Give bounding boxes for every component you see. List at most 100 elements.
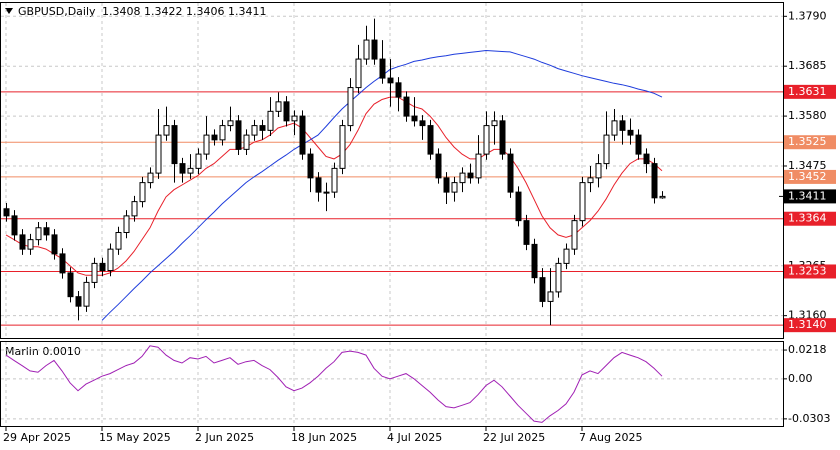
candle-body [451, 182, 458, 193]
candle-body [403, 96, 410, 117]
oscillator-panel [0, 341, 784, 427]
candle-body [387, 77, 394, 84]
candle-body [587, 177, 594, 184]
candle-body [635, 134, 642, 155]
candle-body [355, 58, 362, 89]
candle-body [539, 277, 546, 302]
x-tick-label: 18 Jun 2025 [291, 431, 357, 444]
candle-body [411, 115, 418, 122]
x-tick-label: 2 Jun 2025 [195, 431, 254, 444]
candle-body [155, 134, 162, 174]
candle-body [243, 134, 250, 150]
last-price-box [784, 189, 836, 204]
level-label-box [784, 211, 836, 226]
candle-body [499, 120, 506, 155]
candle-body [203, 134, 210, 155]
candle-body [275, 101, 282, 112]
y-tick-label: 1.3475 [788, 159, 827, 172]
candle-body [291, 115, 298, 122]
candle-body [507, 153, 514, 193]
oscillator-name: Marlin 0.0010 [5, 345, 81, 358]
candle-body [651, 163, 658, 199]
candle-body [195, 153, 202, 169]
candle-body [3, 208, 10, 217]
candle-body [483, 125, 490, 155]
x-tick-label: 7 Aug 2025 [579, 431, 642, 444]
candle-body [35, 227, 42, 241]
candle-body [347, 87, 354, 127]
level-label: 1.3452 [788, 170, 827, 183]
level-label-box [784, 318, 836, 333]
candle-body [427, 125, 434, 155]
y-tick-label: 1.3580 [788, 109, 827, 122]
candle-body [19, 234, 26, 250]
candle-body [579, 182, 586, 222]
candle-body [115, 232, 122, 250]
candle-body [179, 163, 186, 174]
candle-body [227, 120, 234, 127]
candle-body [563, 248, 570, 264]
candle-body [307, 153, 314, 179]
candle-body [75, 296, 82, 307]
candle-body [147, 172, 154, 184]
candle-body [211, 134, 218, 141]
candle-body [467, 172, 474, 179]
candle-body [627, 129, 634, 136]
candle-body [531, 243, 538, 279]
candle-body [331, 167, 338, 193]
candle-body [219, 125, 226, 141]
level-label-box [784, 264, 836, 279]
candle-body [83, 281, 90, 307]
candle-body [51, 234, 58, 255]
candle-body [603, 134, 610, 165]
symbol-title: GBPUSD,Daily [18, 5, 96, 18]
candle-body [43, 227, 50, 236]
main-panel [0, 2, 784, 339]
last-close: 1.3411 [228, 5, 267, 18]
candle-body [659, 195, 666, 199]
y-tick-label: 0.00 [788, 372, 813, 385]
candle-body [27, 239, 34, 250]
x-tick-label: 22 Jul 2025 [483, 431, 545, 444]
candle-body [91, 262, 98, 283]
candle-body [595, 163, 602, 179]
candle-body [435, 153, 442, 179]
moving-average [5, 96, 663, 276]
candle-body [379, 58, 386, 79]
candle-body [571, 220, 578, 250]
candle-body [555, 262, 562, 293]
candle-body [459, 172, 466, 184]
candle-body [139, 182, 146, 203]
candle-body [267, 110, 274, 131]
candle-body [315, 177, 322, 193]
candle-body [491, 120, 498, 127]
level-label: 1.3253 [788, 264, 827, 277]
y-tick-label: 1.3685 [788, 59, 827, 72]
candle-body [363, 39, 370, 60]
candle-body [523, 220, 530, 245]
collapse-arrow[interactable] [5, 8, 13, 14]
level-label: 1.3140 [788, 318, 827, 331]
candle-body [323, 191, 330, 194]
candle-body [67, 272, 74, 298]
candle-body [11, 215, 18, 236]
candle-body [619, 120, 626, 131]
candle-body [235, 120, 242, 150]
candle-body [419, 120, 426, 127]
candle-body [475, 153, 482, 179]
last-open: 1.3408 [102, 5, 141, 18]
last-low: 1.3406 [186, 5, 225, 18]
candle-body [251, 125, 258, 136]
candle-body [259, 125, 266, 131]
x-tick-label: 15 May 2025 [99, 431, 171, 444]
candle-body [371, 39, 378, 60]
x-tick-label: 29 Apr 2025 [3, 431, 71, 444]
candle-body [339, 125, 346, 169]
x-tick-label: 4 Jul 2025 [387, 431, 442, 444]
oscillator-line [5, 345, 663, 423]
level-label: 1.3525 [788, 135, 827, 148]
last-price-label: 1.3411 [788, 189, 827, 202]
candle-body [611, 120, 618, 136]
